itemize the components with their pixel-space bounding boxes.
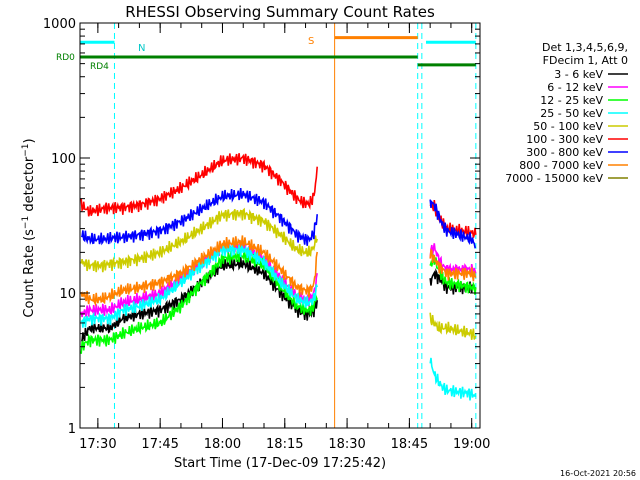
- x-tick-label-4: 18:30: [328, 437, 365, 452]
- y-axis-label-sup2: −1: [21, 143, 31, 156]
- series-line-7: [80, 235, 477, 307]
- x-tick-label-0: 17:30: [79, 437, 116, 452]
- legend-label-1: 6 - 12 keV: [547, 81, 603, 94]
- legend-label-8: 7000 - 15000 keV: [505, 172, 603, 185]
- legend-header-line1: Det 1,3,4,5,6,9,: [542, 41, 628, 54]
- series-line-4: [80, 207, 477, 340]
- y-axis-label-mid: detector: [22, 156, 37, 216]
- legend-label-5: 100 - 300 keV: [526, 133, 603, 146]
- y-axis: 1 10 100 1000: [43, 17, 480, 437]
- y-tick-label-1: 10: [59, 287, 76, 302]
- y-axis-label-end: ): [22, 138, 37, 143]
- y-tick-label-3: 1000: [43, 17, 76, 32]
- x-tick-label-3: 18:15: [266, 437, 303, 452]
- series-line-6: [80, 188, 477, 249]
- chart-title: RHESSI Observing Summary Count Rates: [125, 3, 435, 21]
- x-axis-label: Start Time (17-Dec-09 17:25:42): [174, 456, 386, 471]
- y-tick-label-2: 100: [51, 152, 76, 167]
- legend: Det 1,3,4,5,6,9, FDecim 1, Att 0 3 - 6 k…: [505, 41, 628, 185]
- y-tick-label-0: 1: [68, 422, 76, 437]
- legend-header-line2: FDecim 1, Att 0: [543, 54, 628, 67]
- legend-label-6: 300 - 800 keV: [526, 146, 603, 159]
- y-axis-label-sup1: −1: [21, 216, 31, 229]
- x-tick-label-6: 19:00: [453, 437, 490, 452]
- x-tick-label-1: 17:45: [141, 437, 178, 452]
- y-axis-label: Count Rate (s−1 detector−1): [21, 138, 37, 317]
- y-axis-label-main: Count Rate (s: [22, 229, 37, 318]
- flag-label-s: S: [308, 36, 314, 47]
- plot-frame: [79, 22, 481, 429]
- x-axis: 17:30 17:45 18:00 18:15 18:30 18:45 19:00: [79, 23, 490, 452]
- flag-label-rd0: RD0: [56, 53, 75, 63]
- legend-label-3: 25 - 50 keV: [540, 107, 603, 120]
- x-tick-label-5: 18:45: [391, 437, 428, 452]
- flag-label-n: N: [138, 43, 145, 54]
- series-line-5: [80, 153, 477, 239]
- legend-label-0: 3 - 6 keV: [554, 68, 603, 81]
- flag-labels: RD0 RD4 N S: [56, 36, 314, 72]
- footer-timestamp: 16-Oct-2021 20:56: [560, 469, 636, 478]
- legend-label-7: 800 - 7000 keV: [519, 159, 603, 172]
- plot-area: [80, 23, 477, 428]
- flag-label-rd4: RD4: [90, 62, 109, 72]
- legend-label-2: 12 - 25 keV: [540, 94, 603, 107]
- x-tick-label-2: 18:00: [204, 437, 241, 452]
- series-line-3: [80, 243, 477, 401]
- legend-label-4: 50 - 100 keV: [533, 120, 603, 133]
